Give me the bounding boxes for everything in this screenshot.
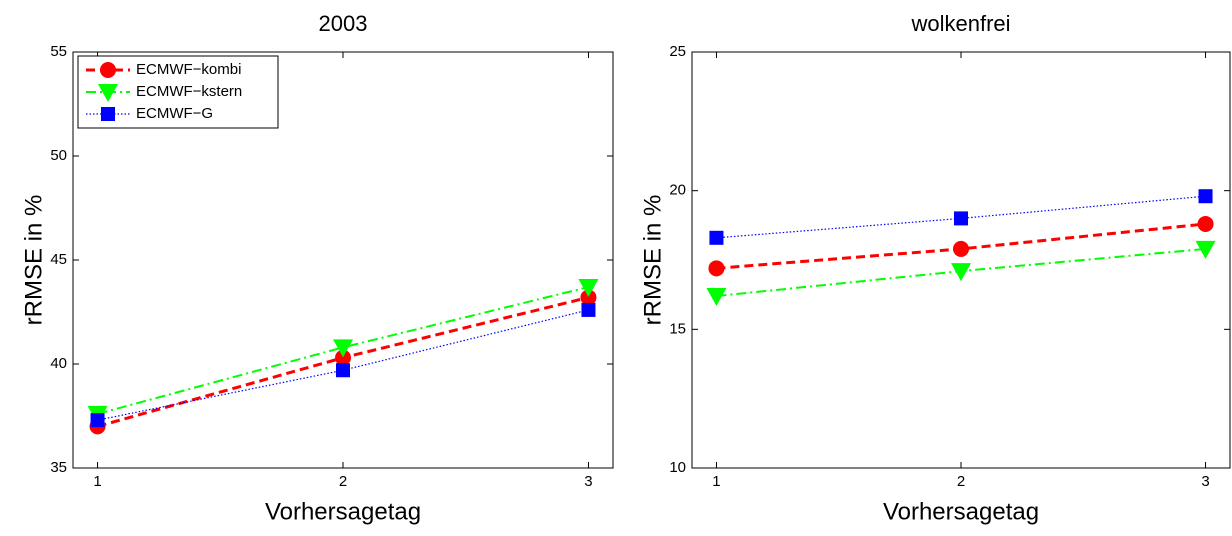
legend-marker: [101, 107, 115, 121]
marker: [1197, 215, 1214, 232]
marker: [951, 263, 971, 282]
y-tick-label: 10: [669, 459, 686, 476]
y-tick-label: 15: [669, 320, 686, 337]
chart-title: wolkenfrei: [910, 11, 1010, 36]
x-axis-label: Vorhersagetag: [883, 498, 1039, 525]
legend-marker: [98, 84, 118, 102]
y-tick-label: 40: [50, 355, 67, 372]
marker: [1198, 189, 1213, 204]
marker: [581, 302, 596, 317]
y-tick-label: 25: [669, 43, 686, 60]
x-tick-label: 3: [1201, 473, 1209, 490]
y-axis-label: rRMSE in %: [639, 195, 666, 326]
plot-area: [691, 51, 1231, 469]
marker: [335, 349, 351, 366]
marker: [708, 260, 725, 277]
y-tick-label: 50: [50, 147, 67, 164]
chart-title: 2003: [319, 11, 368, 36]
x-tick-label: 1: [712, 473, 720, 490]
marker: [580, 289, 597, 306]
marker: [953, 240, 969, 257]
x-tick-label: 3: [584, 473, 592, 490]
legend-label: ECMWF−G: [136, 105, 213, 122]
y-tick-label: 20: [669, 182, 686, 199]
marker: [954, 211, 968, 226]
y-tick-label: 45: [50, 251, 67, 268]
marker: [709, 230, 724, 245]
legend-label: ECMWF−kstern: [136, 83, 242, 100]
marker: [706, 288, 727, 307]
y-tick-label: 55: [50, 43, 67, 60]
y-axis-label: rRMSE in %: [20, 195, 47, 326]
x-tick-label: 1: [93, 473, 101, 490]
marker: [333, 339, 353, 358]
x-tick-label: 2: [957, 473, 965, 490]
x-axis-label: Vorhersagetag: [265, 498, 421, 525]
marker: [336, 363, 350, 378]
y-tick-label: 35: [50, 459, 67, 476]
legend-label: ECMWF−kombi: [136, 61, 241, 78]
legend-marker: [100, 62, 116, 78]
marker: [90, 413, 105, 428]
marker: [578, 279, 599, 298]
marker: [1195, 240, 1216, 259]
x-tick-label: 2: [339, 473, 347, 490]
